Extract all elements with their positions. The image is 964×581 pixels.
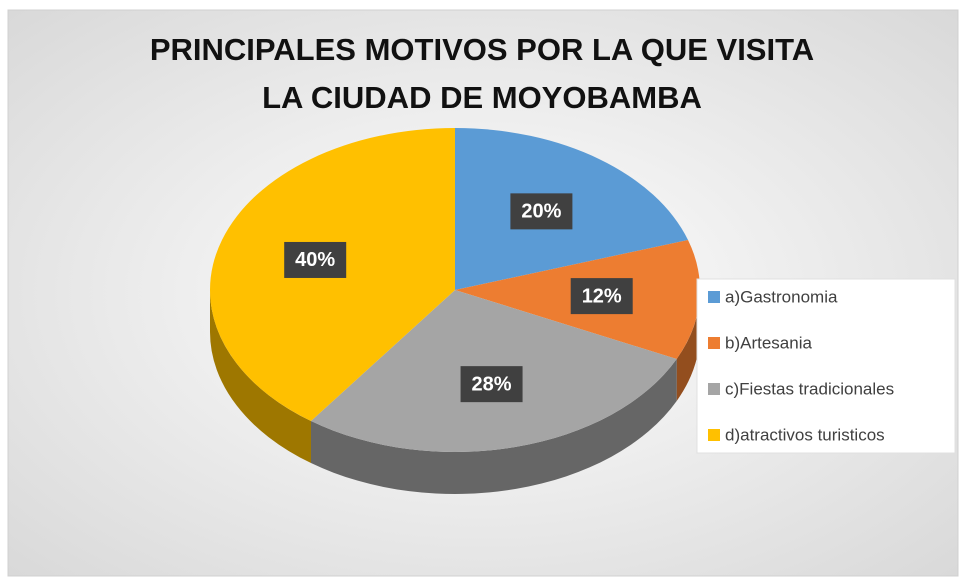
slice-side — [310, 358, 677, 495]
legend-swatch — [708, 291, 720, 303]
legend-label: d)atractivos turisticos — [725, 425, 885, 444]
legend-label: a)Gastronomia — [725, 287, 838, 306]
data-label: 28% — [472, 373, 512, 395]
data-label-box — [460, 366, 523, 403]
data-label-box — [510, 193, 573, 230]
chart-title: PRINCIPALES MOTIVOS POR LA QUE VISITA LA… — [149, 32, 815, 115]
slice-side — [210, 290, 311, 464]
data-label-box — [284, 241, 347, 278]
data-label-box — [570, 278, 633, 315]
slice-side — [676, 290, 700, 401]
legend-label: b)Artesania — [725, 333, 812, 352]
legend-box — [696, 278, 956, 454]
legend: a)Gastronomia b)Artesania c)Fiestas tradic… — [708, 287, 894, 444]
legend-swatch — [708, 383, 720, 395]
data-label: 12% — [582, 285, 622, 307]
legend-label: c)Fiestas tradicionales — [725, 379, 894, 398]
data-label: 40% — [295, 249, 335, 271]
legend-swatch — [708, 429, 720, 441]
pie: 20% 12% 28% 40% — [210, 128, 700, 495]
data-label: 20% — [521, 201, 561, 223]
legend-swatch — [708, 337, 720, 349]
